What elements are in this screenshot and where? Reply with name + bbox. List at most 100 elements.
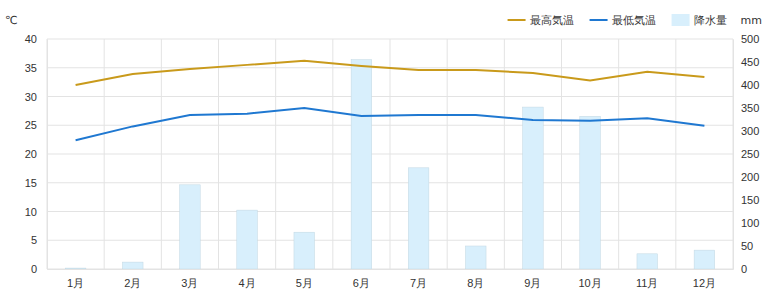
- tick: 40: [25, 33, 47, 45]
- tick: 0: [733, 263, 747, 275]
- tick-label: 1月: [67, 277, 84, 289]
- tick-label: 400: [741, 79, 759, 91]
- tick: 1月: [67, 269, 84, 289]
- tick: 20: [25, 148, 47, 160]
- tick: 200: [733, 171, 759, 183]
- tick: 7月: [410, 269, 427, 289]
- tick: 3月: [181, 269, 198, 289]
- bar: [237, 210, 258, 269]
- vertical-grid-line: [733, 39, 734, 269]
- y-axis: 0 5 10 15 20 25 30 35 40: [25, 33, 48, 275]
- tick: 10: [25, 206, 47, 218]
- tick-label: 12月: [693, 277, 716, 289]
- legend-label: 最高気温: [530, 14, 574, 27]
- grid: [47, 39, 733, 269]
- tick: 500: [733, 33, 759, 45]
- tick: 150: [733, 194, 759, 206]
- legend: 最高気温 最低気温 降水量: [508, 14, 727, 27]
- bar: [694, 250, 715, 269]
- vertical-grid-line: [47, 39, 48, 269]
- tick: 350: [733, 102, 759, 114]
- tick-label: 5: [31, 234, 37, 246]
- axis-line: [48, 269, 734, 270]
- tick: 30: [25, 91, 47, 103]
- tick-label: 20: [25, 148, 37, 160]
- bar: [580, 116, 601, 269]
- tick-label: 500: [741, 33, 759, 45]
- tick: 25: [25, 119, 47, 131]
- bar: [180, 185, 201, 269]
- tick: 450: [733, 56, 759, 68]
- tick-label: 15: [25, 177, 37, 189]
- tick: 0: [31, 263, 47, 275]
- tick: 100: [733, 217, 759, 229]
- line: [76, 61, 705, 85]
- tick-label: 35: [25, 62, 37, 74]
- tick: 15: [25, 177, 47, 189]
- tick-label: 10: [25, 206, 37, 218]
- legend-label: 降水量: [694, 14, 727, 27]
- legend-swatch: [590, 19, 608, 21]
- bar: [122, 262, 143, 269]
- tick: 50: [733, 240, 753, 252]
- tick: 250: [733, 148, 759, 160]
- x-axis: 1月 2月 3月 4月 5月 6月 7月 8月 9月 10月 11月 12月: [48, 269, 734, 289]
- y-axis-title: ℃: [5, 14, 17, 27]
- tick: 5月: [296, 269, 313, 289]
- legend-item: 最低気温: [590, 14, 656, 27]
- tick: 35: [25, 62, 47, 74]
- tick: 10月: [578, 269, 601, 289]
- tick: 12月: [693, 269, 716, 289]
- legend-swatch: [508, 19, 526, 21]
- tick-label: 5月: [296, 277, 313, 289]
- vertical-grid-line: [561, 39, 562, 269]
- tick-label: 40: [25, 33, 37, 45]
- tick-label: 11月: [636, 277, 658, 289]
- tick-label: 6月: [353, 277, 370, 289]
- tick-label: 10月: [578, 277, 601, 289]
- tick: 6月: [353, 269, 370, 289]
- line: [76, 108, 705, 140]
- tick-label: 200: [741, 171, 759, 183]
- tick-label: 30: [25, 91, 37, 103]
- tick-label: 8月: [467, 277, 484, 289]
- legend-swatch: [672, 14, 690, 26]
- tick-label: 4月: [239, 277, 256, 289]
- vertical-grid-line: [447, 39, 448, 269]
- bar: [637, 254, 658, 269]
- vertical-grid-line: [332, 39, 333, 269]
- tick-label: 50: [741, 240, 753, 252]
- bar: [465, 246, 486, 269]
- bar: [408, 168, 429, 269]
- tick-label: 450: [741, 56, 759, 68]
- legend-item: 降水量: [672, 14, 727, 27]
- tick-label: 100: [741, 217, 759, 229]
- tick-label: 2月: [124, 277, 141, 289]
- tick-label: 25: [25, 119, 37, 131]
- tick-label: 150: [741, 194, 759, 206]
- vertical-grid-line: [218, 39, 219, 269]
- tick-label: 300: [741, 125, 759, 137]
- tick: 400: [733, 79, 759, 91]
- tick: 300: [733, 125, 759, 137]
- tick: 8月: [467, 269, 484, 289]
- tick: 5: [31, 234, 47, 246]
- legend-item: 最高気温: [508, 14, 574, 27]
- y2-axis-title: mm: [741, 14, 762, 27]
- vertical-grid-line: [504, 39, 505, 269]
- tick: 11月: [636, 269, 658, 289]
- vertical-grid-line: [390, 39, 391, 269]
- axis-line: [733, 40, 734, 270]
- tick: 4月: [239, 269, 256, 289]
- bar: [65, 268, 86, 269]
- tick-label: 7月: [410, 277, 427, 289]
- marks: [65, 60, 714, 269]
- vertical-grid-line: [104, 39, 105, 269]
- tick: 2月: [124, 269, 141, 289]
- vertical-grid-line: [161, 39, 162, 269]
- legend-label: 最低気温: [612, 14, 656, 27]
- plot: 0510152025303540050100150200250300350400…: [25, 33, 760, 289]
- tick-label: 0: [741, 263, 747, 275]
- tick: 9月: [524, 269, 541, 289]
- tick-label: 250: [741, 148, 759, 160]
